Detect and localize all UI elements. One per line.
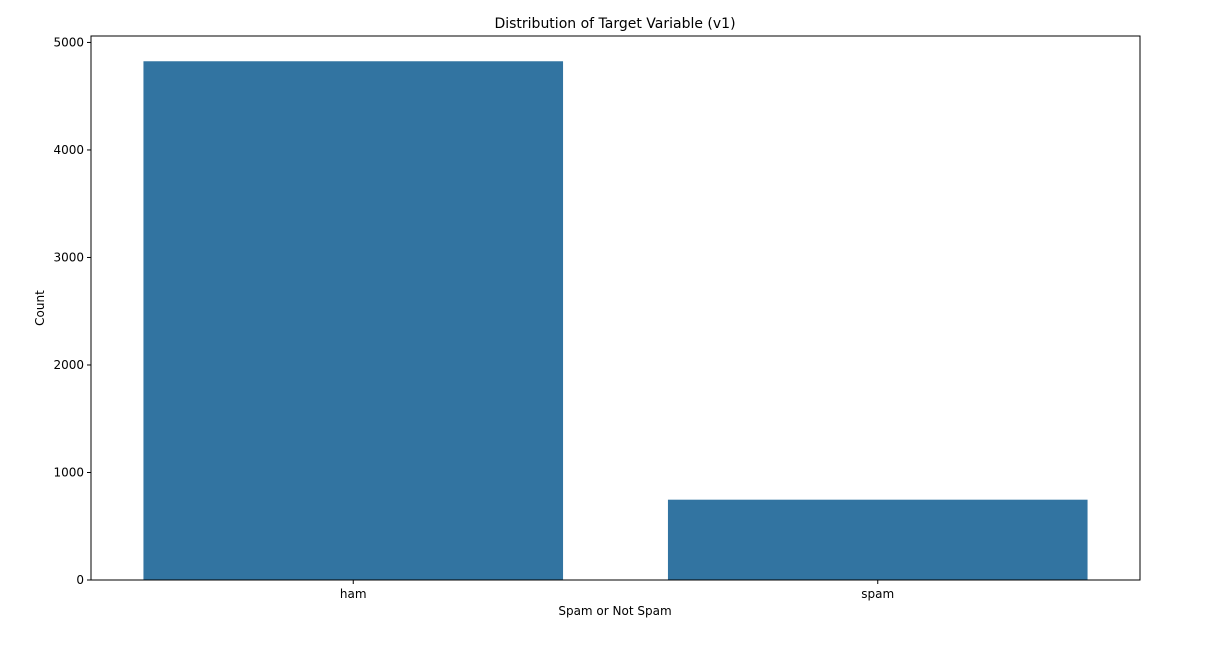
x-axis-label: Spam or Not Spam (558, 604, 671, 618)
x-tick-label: ham (340, 587, 367, 601)
bar-ham (143, 61, 564, 580)
y-tick-label: 5000 (53, 35, 84, 49)
y-tick-label: 2000 (53, 358, 84, 372)
y-tick-label: 0 (76, 573, 84, 587)
x-axis-ticks: ham spam (340, 580, 894, 601)
bars-group (143, 61, 1088, 580)
bar-spam (667, 499, 1088, 580)
x-tick-label: spam (861, 587, 894, 601)
y-axis-label: Count (33, 290, 47, 326)
y-tick-label: 4000 (53, 143, 84, 157)
y-axis-ticks: 0 1000 2000 3000 4000 5000 (53, 35, 91, 587)
y-tick-label: 1000 (53, 465, 84, 479)
y-tick-label: 3000 (53, 250, 84, 264)
plot-area-frame (90, 35, 1141, 581)
chart-title: Distribution of Target Variable (v1) (494, 16, 735, 32)
